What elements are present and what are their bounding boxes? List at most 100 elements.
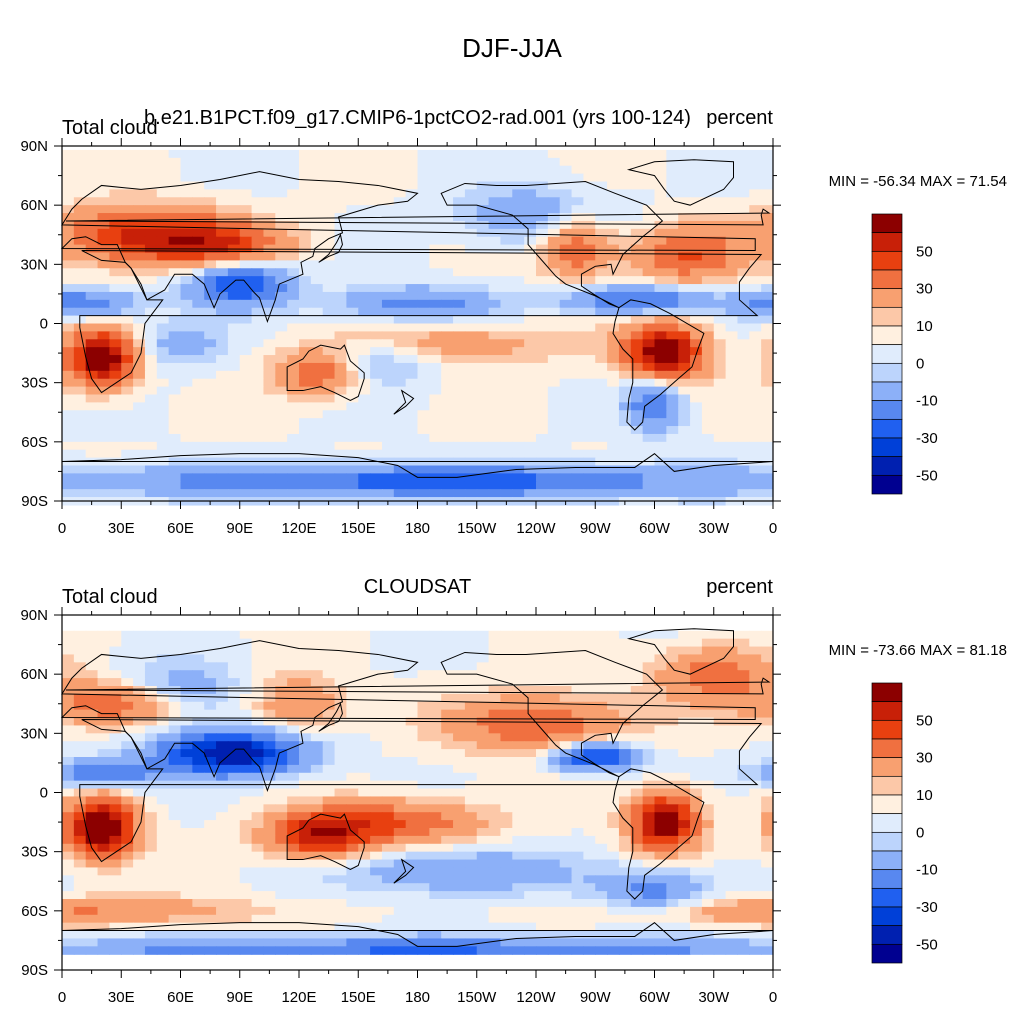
field-cell [725,804,739,813]
field-cell [334,386,347,396]
field-cell [429,638,442,648]
field-cell [334,252,347,261]
field-cell [559,772,573,782]
field-cell [310,867,324,876]
field-cell [690,157,703,167]
field-cell [536,733,549,742]
field-cell [678,678,691,687]
field-cell [488,220,502,230]
field-cell [156,449,170,459]
field-cell [583,252,596,261]
field-cell [192,307,205,317]
field-cell [192,362,205,372]
field-cell [216,646,229,656]
field-cell [310,315,324,325]
field-cell [85,331,99,340]
field-cell [595,812,608,821]
field-cell [476,733,490,742]
field-cell [358,701,371,711]
field-cell [62,323,75,332]
field-cell [168,701,182,711]
field-cell [500,481,513,490]
field-cell [429,891,442,900]
field-cell [133,252,146,261]
field-cell [690,441,703,451]
field-cell [204,291,217,301]
field-cell [62,213,75,222]
field-cell [239,701,253,711]
field-cell [678,236,691,246]
field-cell [713,260,727,269]
field-cell [595,741,608,750]
x-tick-label: 150E [341,520,376,537]
field-cell [713,662,727,671]
field-cell [761,764,774,774]
field-cell [144,276,158,285]
field-cell [62,189,75,198]
field-cell [227,481,241,490]
field-cell [618,157,632,167]
field-cell [761,473,774,482]
field-cell [441,189,454,198]
field-cell [500,646,513,656]
field-cell [690,717,703,727]
field-cell [405,646,419,656]
field-cell [737,851,750,861]
field-cell [725,764,739,774]
field-cell [156,228,170,238]
field-cell [97,796,110,805]
field-cell [654,473,667,482]
field-cell [429,701,442,711]
field-cell [630,252,644,261]
field-cell [168,646,182,656]
field-cell [358,165,371,175]
field-cell [251,906,265,916]
field-cell [654,370,667,380]
field-cell [275,315,288,325]
field-cell [251,473,265,482]
field-cell [405,481,419,490]
field-cell [204,433,217,443]
field-cell [216,812,229,821]
field-cell [453,772,466,782]
field-cell [464,268,478,277]
field-cell [322,260,336,269]
field-cell [749,883,762,892]
field-cell [358,323,371,332]
field-cell [97,749,110,758]
field-cell [417,835,430,845]
field-cell [346,386,359,396]
field-cell [85,355,99,364]
field-cell [559,260,573,269]
field-cell [180,165,193,175]
field-cell [441,228,454,238]
field-cell [310,788,324,798]
field-cell [251,670,265,679]
field-cell [453,197,466,206]
field-cell [476,402,490,411]
field-cell [713,165,727,175]
field-cell [595,157,608,167]
field-cell [441,157,454,167]
field-cell [571,362,584,372]
field-cell [97,812,110,821]
field-cell [441,433,454,443]
field-cell [453,355,466,364]
field-cell [536,883,549,892]
field-cell [583,481,596,490]
field-cell [133,441,146,451]
field-cell [275,370,288,380]
field-cell [381,646,395,656]
field-cell [547,906,561,916]
field-cell [749,228,762,238]
field-cell [512,788,525,798]
field-cell [263,394,276,403]
field-cell [524,252,537,261]
field-cell [630,394,644,403]
field-cell [417,489,430,498]
field-cell [701,355,715,364]
field-cell [358,725,371,734]
field-cell [393,252,407,261]
field-cell [441,733,454,742]
field-cell [595,236,608,246]
